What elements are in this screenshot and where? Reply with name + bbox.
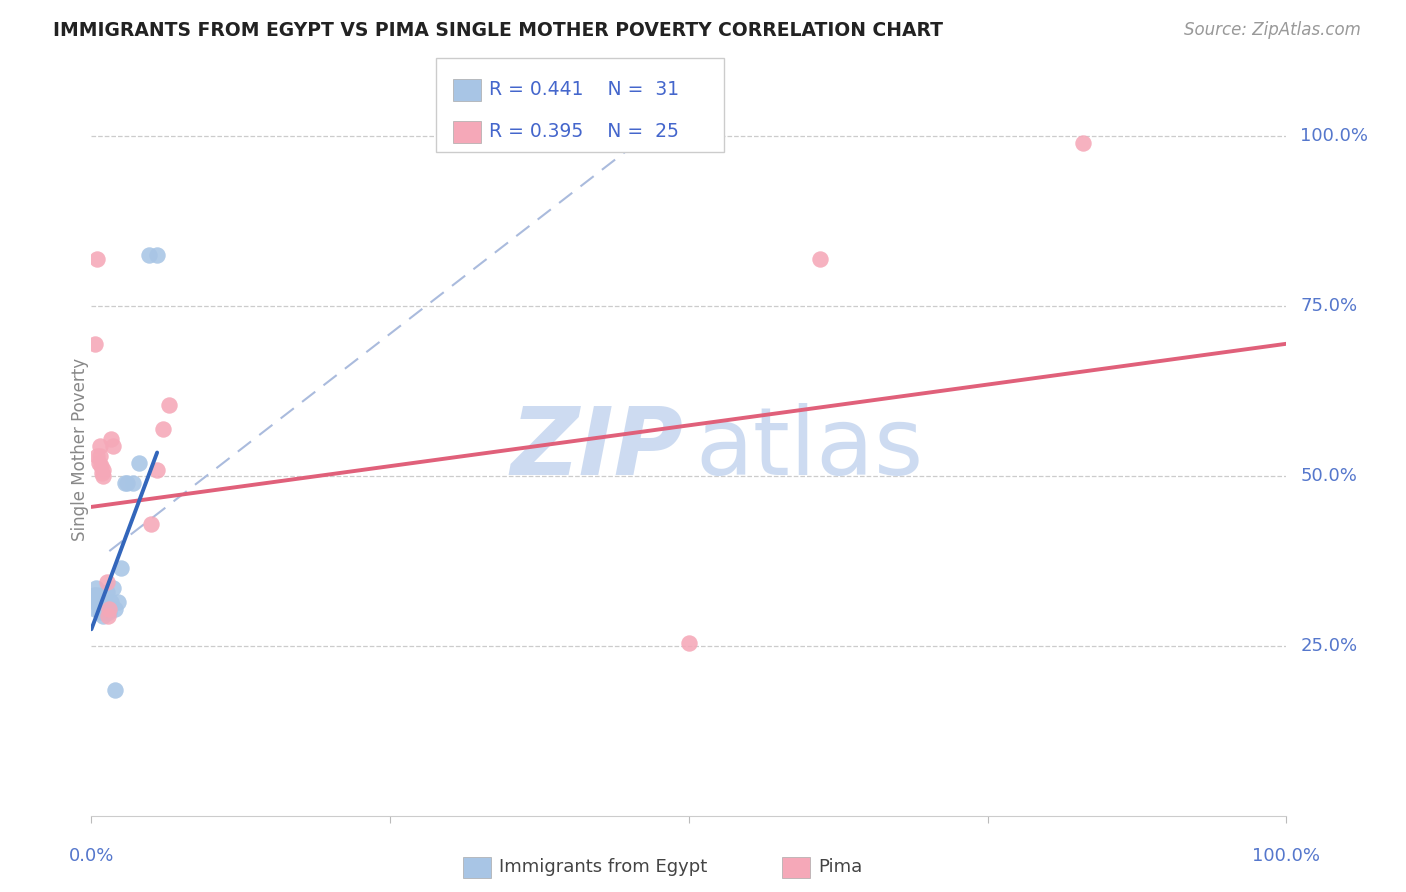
Point [90, 602, 112, 616]
Point [83, 588, 105, 602]
Point [141, 516, 162, 531]
Point [96, 574, 118, 589]
Point [84, 582, 107, 596]
Point [93, 469, 114, 483]
Point [114, 476, 136, 491]
Point [84, 595, 107, 609]
Text: Source: ZipAtlas.com: Source: ZipAtlas.com [1184, 21, 1361, 39]
Point [122, 476, 145, 491]
Point [100, 432, 122, 446]
Point [93, 462, 114, 476]
Point [152, 422, 174, 436]
Point [84, 602, 107, 616]
Text: atlas: atlas [695, 403, 924, 495]
Point [678, 636, 700, 650]
Text: 50.0%: 50.0% [1301, 467, 1357, 485]
Point [138, 248, 160, 262]
Y-axis label: Single Mother Poverty: Single Mother Poverty [72, 358, 89, 541]
Point [593, 129, 616, 144]
Point [1071, 136, 1094, 151]
Text: 0.0%: 0.0% [69, 847, 114, 864]
Point [93, 602, 114, 616]
Point [89, 602, 111, 616]
Point [93, 595, 115, 609]
Text: 25.0%: 25.0% [1301, 637, 1358, 656]
Point [146, 248, 169, 262]
Point [97, 608, 120, 623]
Point [678, 136, 700, 151]
Point [86, 449, 108, 463]
Point [84, 336, 107, 351]
Point [91, 605, 114, 619]
Point [87, 456, 110, 470]
Point [86, 252, 108, 266]
Point [98, 605, 121, 619]
Point [89, 605, 111, 619]
Point [87, 599, 110, 613]
Point [96, 585, 118, 599]
Text: Immigrants from Egypt: Immigrants from Egypt [499, 858, 707, 876]
Point [100, 595, 122, 609]
Text: R = 0.441    N =  31: R = 0.441 N = 31 [489, 79, 679, 99]
Point [91, 466, 114, 480]
Point [104, 683, 127, 698]
Point [98, 602, 121, 616]
Point [146, 462, 169, 476]
Point [104, 602, 127, 616]
Text: R = 0.395    N =  25: R = 0.395 N = 25 [489, 121, 679, 141]
Text: 100.0%: 100.0% [1301, 128, 1368, 145]
Point [115, 476, 138, 491]
Point [810, 252, 832, 266]
Point [101, 582, 124, 596]
Point [110, 561, 132, 575]
Point [93, 608, 114, 623]
Point [90, 459, 112, 474]
Text: IMMIGRANTS FROM EGYPT VS PIMA SINGLE MOTHER POVERTY CORRELATION CHART: IMMIGRANTS FROM EGYPT VS PIMA SINGLE MOT… [53, 21, 943, 40]
Point [157, 398, 180, 412]
Point [87, 599, 110, 613]
Text: 75.0%: 75.0% [1301, 297, 1358, 316]
Point [90, 599, 112, 613]
Point [128, 456, 150, 470]
Text: 100.0%: 100.0% [1253, 847, 1320, 864]
Point [86, 595, 108, 609]
Point [94, 605, 117, 619]
Text: ZIP: ZIP [510, 403, 683, 495]
Point [89, 439, 111, 453]
Point [86, 588, 108, 602]
Point [101, 439, 124, 453]
Point [89, 449, 111, 463]
Text: Pima: Pima [818, 858, 862, 876]
Point [107, 595, 129, 609]
